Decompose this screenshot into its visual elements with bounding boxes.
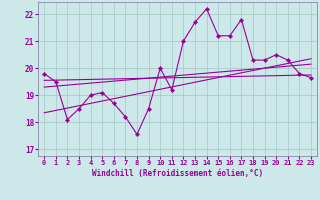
X-axis label: Windchill (Refroidissement éolien,°C): Windchill (Refroidissement éolien,°C)	[92, 169, 263, 178]
